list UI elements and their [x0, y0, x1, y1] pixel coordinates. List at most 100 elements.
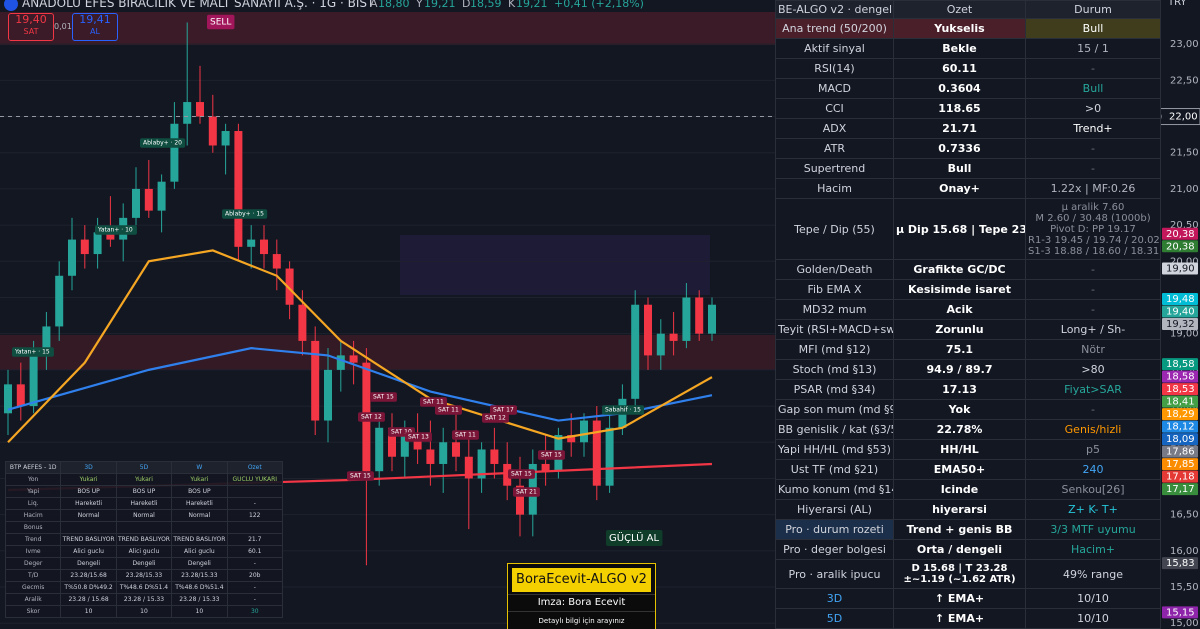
- mtf-cell: TREND BASLIYOR: [60, 533, 117, 546]
- mtf-cell: T%48.6 D%51.4: [171, 581, 228, 594]
- panel-row: MFI (md §12) 75.1 Nötr: [775, 339, 1161, 360]
- mtf-cell: Normal: [171, 509, 228, 522]
- candle: [68, 217, 76, 291]
- mtf-cell: Gecmis: [4, 581, 62, 594]
- price-tag-label: 18,09: [1166, 434, 1195, 445]
- spread: 0,01: [54, 22, 72, 31]
- mtf-header-cell: 3D: [60, 461, 117, 474]
- candle: [132, 167, 140, 226]
- mtf-cell: [115, 521, 173, 534]
- mtf-cell: Yukari: [171, 473, 228, 486]
- candle: [106, 196, 115, 247]
- panel-cell: Onay+: [893, 178, 1026, 199]
- price-tag: [1162, 292, 1198, 305]
- mtf-cell: [171, 521, 228, 534]
- candle-body: [375, 427, 384, 472]
- mtf-cell: Trend: [4, 533, 62, 546]
- mtf-cell: 30: [226, 605, 284, 618]
- signal-label: SAT 12: [361, 414, 382, 421]
- candle-body: [503, 463, 512, 486]
- signal-label: SAT 15: [350, 473, 371, 480]
- buy-button[interactable]: 19,41 AL: [72, 13, 118, 41]
- ohlc-key: Y: [416, 0, 423, 10]
- candle: [708, 297, 716, 341]
- panel-cell: hiyerarsi: [893, 499, 1026, 520]
- candle-body: [221, 131, 230, 146]
- y-tick-label: 15,50: [1170, 582, 1199, 593]
- mtf-cell: Alici guclu: [60, 545, 117, 558]
- mtf-row: Gecmis T%50.8 D%49.2 T%48.6 D%51.4 T%48.6 D…: [4, 581, 284, 594]
- panel-cell: 22.78%: [893, 419, 1026, 440]
- panel-cell: 49% range: [1025, 559, 1161, 589]
- panel-cell: Icinde: [893, 479, 1026, 500]
- candle: [503, 442, 512, 501]
- panel-cell: p5: [1025, 439, 1161, 460]
- panel-row: Pro · durum rozeti Trend + genis BB 3/3 MT…: [775, 519, 1161, 540]
- panel-row: ATR 0.7336-: [775, 138, 1161, 159]
- symbol-title: ANADOLU EFES BIRACILIK VE MALT SANAYII A…: [22, 0, 375, 10]
- candle-body: [93, 232, 102, 255]
- candle: [490, 427, 499, 479]
- panel-header-cell: Ozet: [893, 0, 1026, 19]
- panel-cell: -: [1025, 58, 1161, 79]
- mtf-row: Yon Yukari Yukari Yukari GUCLU YUKARI: [4, 473, 284, 486]
- panel-cell: MACD: [775, 78, 894, 99]
- panel-cell: ADX: [775, 118, 894, 139]
- panel-cell: MD32 mum: [775, 299, 894, 320]
- candle: [464, 435, 473, 530]
- candle-body: [464, 456, 473, 479]
- sell-button[interactable]: 19,40 SAT: [8, 13, 54, 41]
- panel-cell: Kumo konum (md §14): [775, 479, 894, 500]
- panel-cell: 21.71: [893, 118, 1026, 139]
- panel-cell: Bull: [1025, 18, 1161, 39]
- mtf-cell: Aralik: [4, 593, 62, 606]
- panel-cell: CCI: [775, 98, 894, 119]
- mtf-cell: TREND BASLIYOR: [171, 533, 228, 546]
- mtf-cell: -: [226, 593, 284, 606]
- mtf-cell: Yukari: [60, 473, 117, 486]
- signal-box: [405, 432, 432, 442]
- panel-cell: 240: [1025, 459, 1161, 480]
- y-tick-label: 21,00: [1170, 184, 1199, 195]
- candle: [324, 348, 332, 443]
- panel-cell: -: [1025, 399, 1161, 420]
- price-tag-label: 19,48: [1166, 294, 1195, 305]
- candle-body: [669, 333, 678, 341]
- mtf-row: Skor 10 10 10 30: [4, 605, 284, 618]
- mtf-cell: BOS UP: [115, 485, 173, 498]
- price-tag-label: 17,18: [1166, 472, 1195, 483]
- candle-body: [208, 116, 217, 146]
- mtf-cell: Skor: [4, 605, 62, 618]
- price-tag-label: 17,17: [1166, 484, 1195, 495]
- mtf-row: Ivme Alici guclu Alici guclu Alici guclu 60.…: [4, 545, 284, 558]
- candle-body: [644, 304, 652, 356]
- price-tag: [1162, 317, 1198, 330]
- signal-label: SAT 10: [391, 429, 412, 436]
- candle: [656, 319, 665, 370]
- mtf-cell: [226, 521, 284, 534]
- price-tag-label: 17,86: [1166, 447, 1195, 458]
- candle: [362, 348, 371, 566]
- y-tick-label: 19,00: [1170, 329, 1199, 340]
- mtf-cell: 23.28 / 15.33: [115, 593, 173, 606]
- y-tick-label: 21,50: [1170, 148, 1199, 159]
- candle-body: [260, 239, 268, 255]
- candle-body: [132, 188, 140, 218]
- panel-cell: 3/3 MTF uyumu: [1025, 519, 1161, 540]
- panel-row: Ust TF (md §21) EMA50+ 240: [775, 459, 1161, 480]
- panel-cell: Long+ / Sh-: [1025, 319, 1161, 340]
- panel-cell: Tepe / Dip (55): [775, 198, 894, 260]
- mtf-cell: Yukari: [115, 473, 173, 486]
- signal-label: SAT 11: [455, 432, 476, 439]
- signature-badge: BoraEcevit-ALGO v2 Imza: Bora Ecevit Det…: [507, 563, 656, 629]
- panel-row: Hacim Onay+ 1.22x | MF:0.26: [775, 178, 1161, 199]
- mtf-header-cell: W: [171, 461, 228, 474]
- panel-row: Gap son mum (md §9) Yok -: [775, 399, 1161, 420]
- signal-label: Yatan+ · 10: [97, 227, 133, 234]
- currency[interactable]: TRY: [1168, 0, 1187, 8]
- panel-cell: 94.9 / 89.7: [893, 359, 1026, 380]
- panel-cell: Golden/Death: [775, 259, 894, 280]
- mtf-cell: -: [226, 497, 284, 510]
